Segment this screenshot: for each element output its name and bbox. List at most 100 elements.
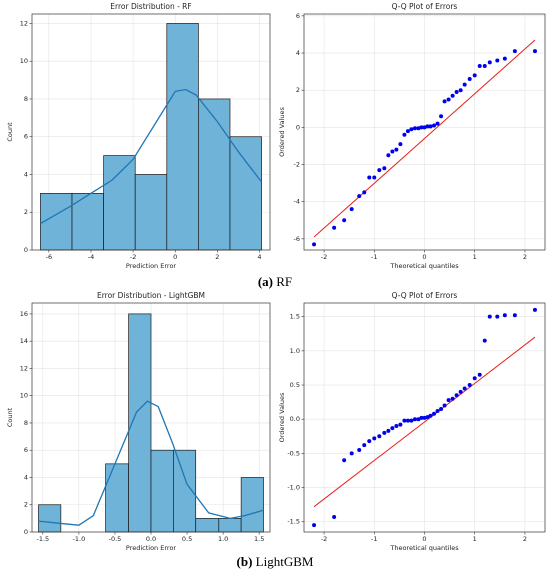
point bbox=[349, 207, 354, 212]
caption-a: (a) RF bbox=[258, 274, 292, 289]
point bbox=[428, 413, 433, 418]
caption-text: RF bbox=[276, 274, 292, 289]
point bbox=[442, 403, 447, 408]
y-tick-label: 0 bbox=[296, 123, 300, 131]
bar bbox=[150, 449, 174, 533]
caption-label: (b) bbox=[237, 554, 253, 569]
point bbox=[412, 417, 417, 422]
y-tick-label: 4 bbox=[24, 473, 28, 481]
point bbox=[332, 514, 337, 519]
chart-title: Q-Q Plot of Errors bbox=[392, 291, 458, 300]
caption-b: (b) LightGBM bbox=[237, 554, 314, 569]
plot-frame bbox=[303, 13, 546, 251]
point bbox=[454, 90, 459, 95]
point bbox=[394, 424, 399, 429]
point bbox=[377, 168, 382, 173]
point bbox=[495, 314, 500, 319]
y-tick-label: -1.0 bbox=[287, 484, 300, 492]
point bbox=[467, 77, 472, 82]
point bbox=[495, 58, 500, 63]
point bbox=[386, 428, 391, 433]
bar bbox=[40, 193, 73, 251]
y-tick-label: 4 bbox=[24, 170, 28, 178]
y-tick-label: 1.5 bbox=[290, 313, 300, 321]
x-tick-label: -1 bbox=[371, 253, 377, 261]
point bbox=[487, 60, 492, 65]
x-tick-label: -1.0 bbox=[73, 535, 86, 543]
x-tick-label: -1 bbox=[371, 535, 377, 543]
x-tick-label: -1.5 bbox=[36, 535, 49, 543]
y-tick-label: 12 bbox=[20, 364, 28, 372]
y-tick-label: 0 bbox=[24, 528, 28, 536]
bar bbox=[218, 518, 242, 533]
point bbox=[462, 82, 467, 87]
point bbox=[312, 523, 317, 528]
point bbox=[477, 372, 482, 377]
x-axis-label: Prediction Error bbox=[126, 544, 177, 552]
point bbox=[367, 439, 372, 444]
y-tick-label: 10 bbox=[20, 57, 28, 65]
x-tick-label: 2 bbox=[523, 535, 527, 543]
point bbox=[386, 153, 391, 158]
point bbox=[394, 147, 399, 152]
point bbox=[487, 314, 492, 319]
point bbox=[409, 418, 414, 423]
point bbox=[312, 242, 317, 247]
x-tick-label: 0.5 bbox=[182, 535, 192, 543]
point bbox=[398, 422, 403, 427]
bar bbox=[198, 98, 231, 251]
x-tick-label: 2 bbox=[215, 253, 219, 261]
point bbox=[467, 383, 472, 388]
point bbox=[472, 73, 477, 78]
y-tick-label: -0.5 bbox=[287, 449, 300, 457]
point bbox=[425, 415, 430, 420]
point bbox=[372, 175, 377, 180]
y-axis-label: Count bbox=[6, 122, 14, 142]
point bbox=[332, 225, 337, 230]
y-tick-label: 6 bbox=[296, 12, 300, 20]
point bbox=[512, 49, 517, 54]
point bbox=[419, 125, 424, 130]
x-tick-label: 1.0 bbox=[218, 535, 228, 543]
y-tick-label: 6 bbox=[24, 446, 28, 454]
y-tick-label: -1.5 bbox=[287, 518, 300, 526]
point bbox=[398, 142, 403, 147]
point bbox=[532, 307, 537, 312]
point bbox=[405, 418, 410, 423]
x-tick-label: 2 bbox=[523, 253, 527, 261]
point bbox=[402, 418, 407, 423]
bar bbox=[229, 136, 262, 251]
y-tick-label: 0 bbox=[24, 246, 28, 254]
bar bbox=[38, 504, 62, 533]
y-tick-label: -6 bbox=[294, 235, 300, 243]
chart-title: Error Distribution - RF bbox=[110, 2, 191, 11]
y-tick-label: 12 bbox=[20, 19, 28, 27]
point bbox=[419, 415, 424, 420]
y-axis-label: Count bbox=[6, 407, 14, 427]
point bbox=[412, 126, 417, 131]
point bbox=[422, 415, 427, 420]
point bbox=[446, 398, 451, 403]
point bbox=[382, 430, 387, 435]
point bbox=[390, 149, 395, 154]
point bbox=[502, 313, 507, 318]
x-tick-label: 0 bbox=[422, 535, 426, 543]
point bbox=[458, 389, 463, 394]
bar bbox=[166, 23, 199, 251]
point bbox=[458, 88, 463, 93]
plot-frame bbox=[303, 302, 546, 533]
point bbox=[446, 97, 451, 102]
point bbox=[357, 194, 362, 199]
point bbox=[342, 218, 347, 223]
y-tick-label: 6 bbox=[24, 133, 28, 141]
x-tick-label: -0.5 bbox=[109, 535, 122, 543]
x-tick-label: -4 bbox=[88, 253, 94, 261]
point bbox=[377, 434, 382, 439]
point bbox=[450, 93, 455, 98]
x-tick-label: -2 bbox=[321, 253, 327, 261]
point bbox=[349, 451, 354, 456]
point bbox=[390, 426, 395, 431]
point bbox=[462, 386, 467, 391]
y-tick-label: 2 bbox=[24, 501, 28, 509]
